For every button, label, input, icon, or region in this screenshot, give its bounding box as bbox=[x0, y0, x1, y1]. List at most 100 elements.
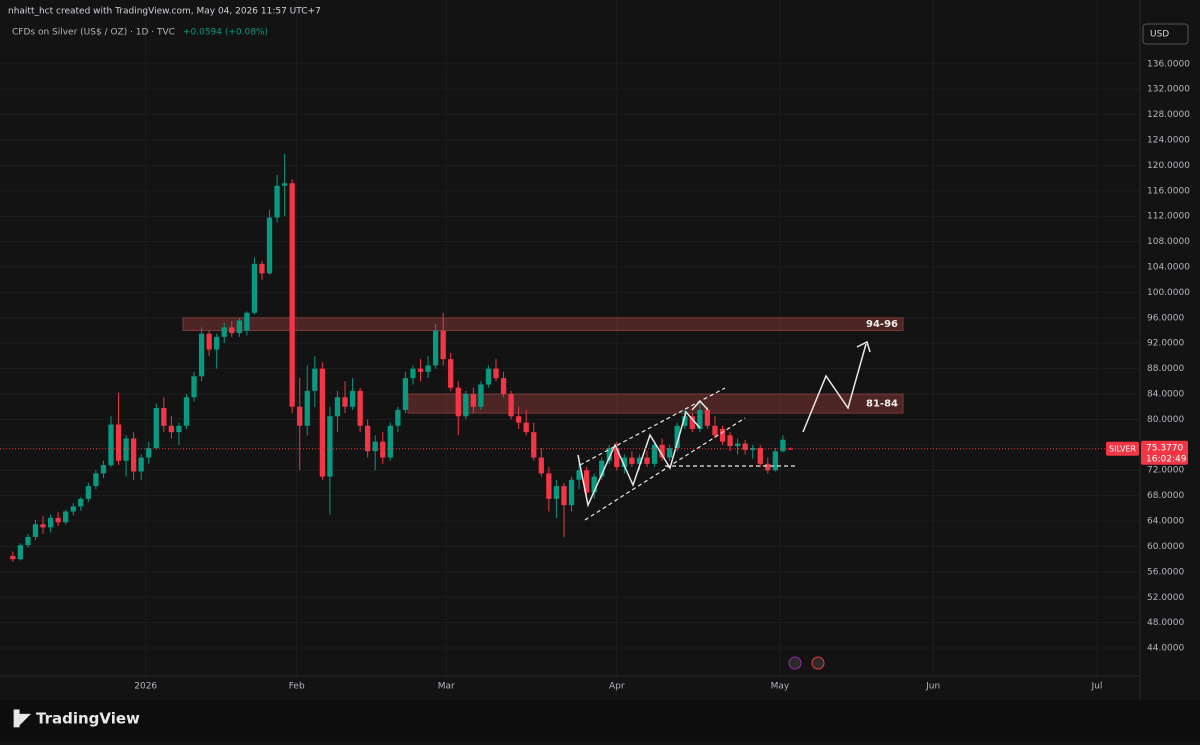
y-tick-label: 96.0000 bbox=[1147, 313, 1184, 323]
candle-body bbox=[161, 408, 167, 426]
candle-body bbox=[100, 465, 107, 474]
candle-body bbox=[387, 425, 393, 458]
candle-body bbox=[734, 443, 741, 447]
y-tick-label: 60.0000 bbox=[1147, 542, 1184, 552]
candle-body bbox=[523, 422, 529, 433]
candle-body bbox=[40, 524, 46, 528]
candle-body bbox=[85, 486, 91, 499]
y-tick-label: 68.0000 bbox=[1147, 491, 1184, 501]
candle-body bbox=[727, 435, 733, 447]
symbol-label: SILVER bbox=[1109, 444, 1137, 453]
candle-body bbox=[538, 457, 544, 474]
symbol-tag bbox=[1106, 441, 1139, 456]
candle-body bbox=[440, 330, 446, 360]
candle-body bbox=[191, 376, 197, 398]
y-tick-label: 72.0000 bbox=[1147, 466, 1184, 476]
candle-body bbox=[644, 457, 650, 464]
candle-body bbox=[742, 443, 748, 450]
candle-body bbox=[463, 394, 469, 417]
candle-body bbox=[772, 451, 778, 471]
candle-body bbox=[229, 327, 235, 334]
candle-body bbox=[10, 555, 16, 560]
candle-body bbox=[599, 460, 605, 477]
y-tick-label: 132.0000 bbox=[1147, 85, 1190, 95]
candle-body bbox=[478, 384, 484, 407]
candle-body bbox=[108, 424, 114, 466]
candle-body bbox=[697, 409, 703, 429]
candle-body bbox=[183, 397, 190, 426]
candle-body bbox=[327, 416, 333, 477]
axes: 44.0000 48.0000 52.0000 56.0000 60.0000 64.00… bbox=[134, 59, 1190, 691]
symbol-title: CFDs on Silver (US$ / OZ) · 1D · TVC bbox=[12, 28, 175, 38]
y-tick-label: 100.0000 bbox=[1147, 288, 1190, 298]
zone-label: 94-96 bbox=[866, 319, 898, 330]
candle-body bbox=[561, 486, 567, 506]
candle-body bbox=[115, 424, 122, 461]
candle-body bbox=[206, 333, 212, 350]
footer bbox=[0, 700, 1200, 741]
candle-body bbox=[629, 457, 635, 464]
candle-body bbox=[357, 390, 363, 426]
currency-button[interactable] bbox=[1142, 23, 1189, 45]
candle-body bbox=[425, 365, 431, 372]
candle-body bbox=[372, 441, 378, 452]
event-icons bbox=[788, 656, 825, 670]
candle-body bbox=[153, 408, 159, 449]
y-tick-label: 88.0000 bbox=[1147, 364, 1184, 374]
x-tick-label: 2026 bbox=[134, 682, 157, 692]
candle-body bbox=[47, 517, 54, 528]
brand: TradingView bbox=[36, 710, 140, 728]
candle-body bbox=[667, 448, 673, 458]
candle-body bbox=[508, 394, 514, 417]
event-icon[interactable] bbox=[811, 656, 825, 670]
y-tick-label: 48.0000 bbox=[1147, 618, 1184, 628]
candle-body bbox=[168, 425, 175, 433]
candle-body bbox=[719, 428, 726, 442]
x-tick-label: Mar bbox=[438, 682, 455, 692]
candle-body bbox=[380, 441, 386, 458]
x-tick-label: Jul bbox=[1091, 682, 1103, 692]
candle-body bbox=[712, 425, 718, 436]
candle-body bbox=[493, 368, 499, 379]
candle-body bbox=[78, 498, 84, 507]
candle-body bbox=[576, 470, 582, 480]
candle-body bbox=[259, 263, 265, 274]
x-tick-label: Apr bbox=[609, 682, 625, 692]
candle-body bbox=[787, 448, 794, 450]
y-tick-label: 84.0000 bbox=[1147, 390, 1184, 400]
countdown: 16:02:49 bbox=[1146, 454, 1187, 464]
candle-body bbox=[704, 409, 711, 426]
candle-body bbox=[689, 416, 695, 429]
y-tick-label: 64.0000 bbox=[1147, 517, 1184, 527]
candle-body bbox=[244, 312, 250, 331]
candle-body bbox=[395, 409, 401, 426]
candle-body bbox=[342, 397, 348, 407]
candle-body bbox=[606, 448, 612, 461]
y-tick-label: 112.0000 bbox=[1147, 212, 1190, 222]
event-icon[interactable] bbox=[788, 656, 802, 670]
candle-body bbox=[636, 457, 643, 464]
x-tick-label: May bbox=[771, 682, 790, 692]
y-tick-label: 56.0000 bbox=[1147, 567, 1184, 577]
x-tick-label: Jun bbox=[925, 682, 940, 692]
candle-body bbox=[432, 330, 439, 366]
candle-body bbox=[682, 416, 688, 426]
y-tick-label: 120.0000 bbox=[1147, 161, 1190, 171]
candle-body bbox=[757, 448, 763, 464]
candle-body bbox=[531, 432, 537, 458]
candle-body bbox=[448, 359, 454, 388]
candle-body bbox=[651, 444, 658, 464]
y-tick-label: 92.0000 bbox=[1147, 339, 1184, 349]
candle-body bbox=[123, 438, 129, 461]
candle-body bbox=[198, 333, 205, 377]
logo-mark: ▐◤ bbox=[8, 709, 32, 728]
last-price-label: 75.3770 bbox=[1146, 443, 1183, 453]
candle-body bbox=[621, 457, 627, 468]
y-tick-label: 124.0000 bbox=[1147, 136, 1190, 146]
candle-body bbox=[780, 439, 786, 452]
y-tick-label: 44.0000 bbox=[1147, 644, 1184, 654]
candle-body bbox=[146, 448, 152, 458]
candle-body bbox=[138, 457, 144, 472]
